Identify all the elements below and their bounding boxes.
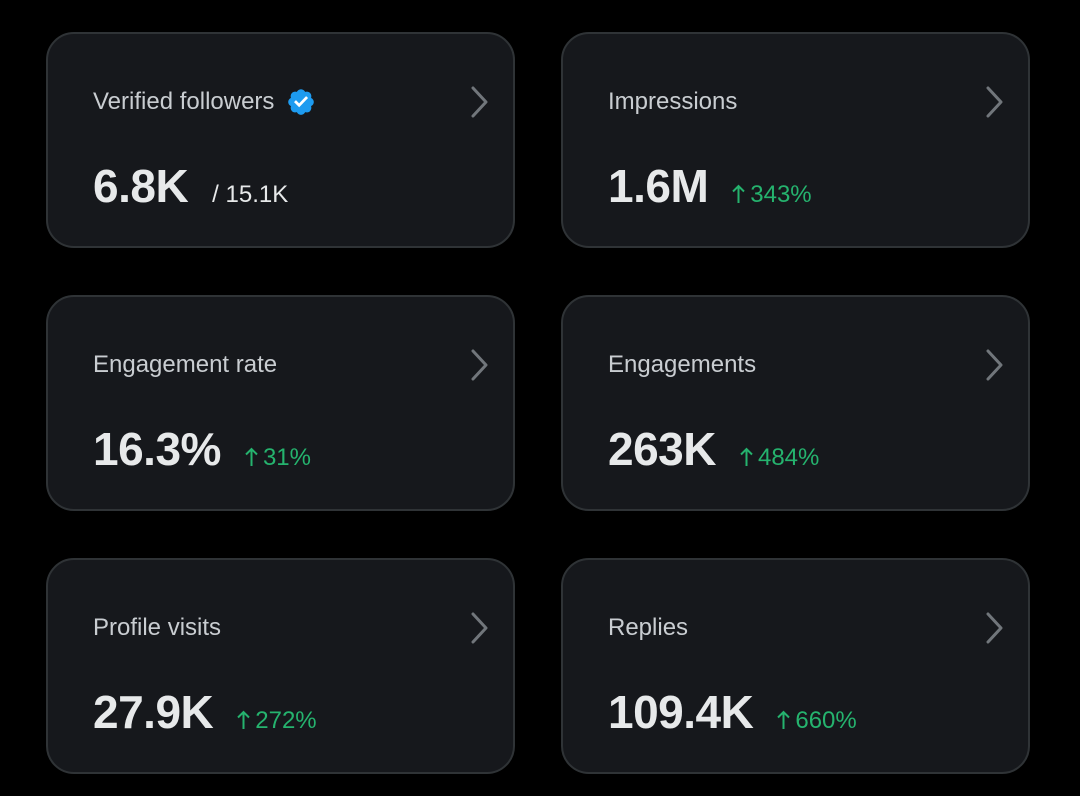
card-title-row: Engagements	[608, 350, 756, 380]
chevron-right-icon[interactable]	[469, 347, 491, 383]
chevron-right-icon[interactable]	[984, 347, 1006, 383]
verified-badge-icon	[286, 87, 316, 117]
arrow-up-icon	[237, 709, 250, 729]
card-title-row: Impressions	[608, 87, 737, 117]
metric-value: 109.4K	[608, 686, 754, 738]
metric-change: 343%	[732, 181, 812, 209]
card-title: Impressions	[608, 88, 738, 115]
value-row: 6.8K / 15.1K	[93, 158, 288, 214]
arrow-up-icon	[245, 446, 258, 466]
metric-change-value: 484%	[757, 444, 820, 471]
value-row: 16.3% 31%	[93, 421, 311, 477]
metric-change-value: 31%	[262, 444, 311, 471]
value-row: 27.9K 272%	[93, 684, 317, 740]
arrow-up-icon	[740, 446, 753, 466]
metric-value: 1.6M	[608, 160, 709, 212]
chevron-right-icon[interactable]	[469, 610, 491, 646]
metric-value: 27.9K	[93, 686, 214, 738]
value-row: 1.6M 343%	[608, 158, 812, 214]
metric-total: / 15.1K	[212, 181, 289, 208]
card-verified-followers[interactable]: Verified followers 6.8K / 15.1K	[46, 32, 515, 248]
card-title-row: Engagement rate	[93, 350, 277, 380]
card-replies[interactable]: Replies 109.4K 660%	[561, 558, 1030, 774]
chevron-right-icon[interactable]	[469, 84, 491, 120]
metric-change: 272%	[237, 707, 317, 735]
metric-value: 263K	[608, 423, 716, 475]
metric-value: 6.8K	[93, 160, 189, 212]
metric-change-value: 272%	[255, 707, 317, 734]
value-row: 109.4K 660%	[608, 684, 857, 740]
metric-change: 660%	[777, 707, 857, 735]
chevron-right-icon[interactable]	[984, 610, 1006, 646]
card-engagements[interactable]: Engagements 263K 484%	[561, 295, 1030, 511]
card-title: Verified followers	[93, 88, 275, 115]
arrow-up-icon	[732, 183, 745, 203]
metric-change-value: 343%	[750, 181, 812, 208]
value-row: 263K 484%	[608, 421, 819, 477]
card-title-row: Verified followers	[93, 87, 316, 117]
card-impressions[interactable]: Impressions 1.6M 343%	[561, 32, 1030, 248]
metric-change: 31%	[245, 444, 311, 472]
card-title-row: Profile visits	[93, 613, 221, 643]
card-title: Engagements	[608, 351, 757, 378]
card-title: Engagement rate	[93, 351, 278, 378]
card-profile-visits[interactable]: Profile visits 27.9K 272%	[46, 558, 515, 774]
card-title: Replies	[608, 614, 689, 641]
arrow-up-icon	[777, 709, 791, 729]
card-title-row: Replies	[608, 613, 688, 643]
chevron-right-icon[interactable]	[984, 84, 1006, 120]
analytics-cards-grid: Verified followers 6.8K / 15.1K Impressi…	[46, 32, 1030, 774]
metric-change: 484%	[740, 444, 819, 472]
metric-value: 16.3%	[93, 423, 221, 475]
metric-change-value: 660%	[795, 707, 857, 734]
card-engagement-rate[interactable]: Engagement rate 16.3% 31%	[46, 295, 515, 511]
card-title: Profile visits	[93, 614, 222, 641]
